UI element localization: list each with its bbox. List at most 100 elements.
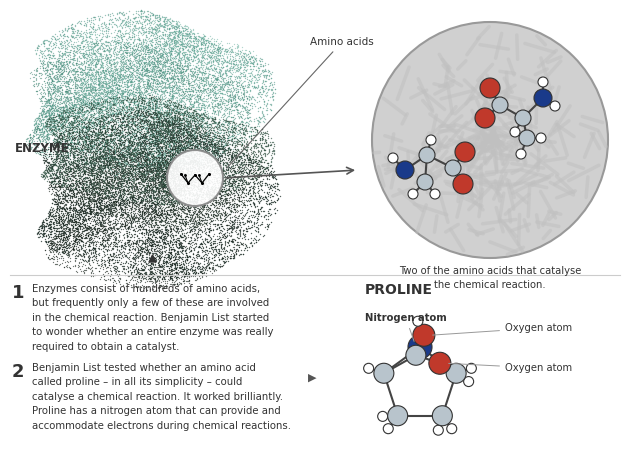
Point <box>60 248 70 255</box>
Point <box>159 17 169 24</box>
Point <box>229 135 239 142</box>
Point <box>190 198 200 205</box>
Point <box>241 178 251 185</box>
Point <box>59 144 69 151</box>
Point <box>228 63 238 70</box>
Point <box>83 232 93 240</box>
Point <box>78 209 88 216</box>
Point <box>137 240 147 247</box>
Point <box>198 140 208 148</box>
Point <box>231 134 241 141</box>
Point <box>92 54 102 61</box>
Point <box>93 100 103 107</box>
Point <box>146 140 156 148</box>
Point <box>193 178 203 186</box>
Point <box>88 95 98 102</box>
Point <box>146 223 156 231</box>
Point <box>42 127 52 135</box>
Point <box>253 77 263 84</box>
Point <box>63 248 73 255</box>
Point <box>129 150 139 157</box>
Point <box>138 136 148 144</box>
Point <box>209 166 219 173</box>
Point <box>234 220 244 227</box>
Point <box>194 140 204 147</box>
Point <box>146 180 156 188</box>
Point <box>128 94 138 101</box>
Point <box>135 94 145 101</box>
Point <box>77 160 87 168</box>
Point <box>99 141 109 149</box>
Point <box>111 39 121 47</box>
Point <box>225 201 235 208</box>
Point <box>174 221 184 228</box>
Point <box>171 273 181 280</box>
Point <box>255 136 265 143</box>
Point <box>147 187 157 194</box>
Point <box>155 181 165 188</box>
Point <box>85 55 95 63</box>
Point <box>159 72 169 80</box>
Point <box>28 71 38 78</box>
Point <box>41 109 51 116</box>
Point <box>113 216 123 223</box>
Point <box>26 134 36 141</box>
Point <box>159 88 169 96</box>
Point <box>190 161 200 169</box>
Point <box>123 232 133 240</box>
Point <box>152 42 163 49</box>
Point <box>138 39 148 46</box>
Point <box>120 160 130 167</box>
Point <box>190 158 200 165</box>
Point <box>169 174 180 181</box>
Point <box>205 226 215 234</box>
Point <box>128 192 138 199</box>
Point <box>210 162 220 169</box>
Point <box>113 155 123 163</box>
Point <box>120 140 130 147</box>
Point <box>145 177 155 184</box>
Point <box>103 90 113 97</box>
Point <box>204 227 214 235</box>
Point <box>169 179 180 187</box>
Point <box>113 194 123 202</box>
Point <box>142 89 152 96</box>
Point <box>193 145 203 152</box>
Point <box>168 135 178 142</box>
Point <box>212 184 222 191</box>
Point <box>150 206 160 213</box>
Point <box>154 166 164 173</box>
Point <box>101 97 112 104</box>
Point <box>101 78 111 86</box>
Point <box>120 53 130 60</box>
Point <box>175 159 185 167</box>
Point <box>59 205 69 212</box>
Point <box>49 122 59 130</box>
Point <box>248 175 258 182</box>
Point <box>96 130 106 138</box>
Point <box>62 94 72 101</box>
Point <box>121 180 131 188</box>
Point <box>105 179 115 186</box>
Point <box>101 183 111 190</box>
Point <box>165 164 175 171</box>
Point <box>93 197 103 204</box>
Point <box>41 54 51 62</box>
Point <box>118 173 129 180</box>
Point <box>118 112 129 119</box>
Point <box>243 166 253 173</box>
Point <box>200 166 210 173</box>
Point <box>163 137 173 144</box>
Point <box>79 123 89 130</box>
Point <box>159 39 169 46</box>
Point <box>66 199 76 206</box>
Point <box>122 222 132 229</box>
Point <box>139 209 149 217</box>
Point <box>172 109 182 116</box>
Point <box>101 88 112 96</box>
Point <box>83 127 93 135</box>
Point <box>43 70 54 77</box>
Point <box>98 242 108 249</box>
Point <box>85 140 95 147</box>
Point <box>86 72 96 79</box>
